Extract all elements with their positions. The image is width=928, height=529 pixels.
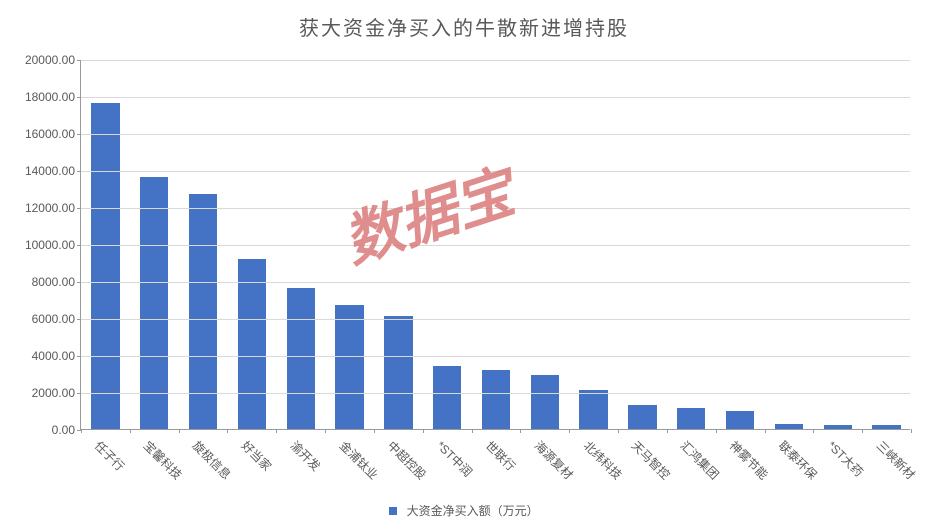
y-tick-label: 10000.00 (25, 238, 81, 252)
x-label: 天马智控 (628, 437, 674, 483)
x-label: 任子行 (91, 437, 128, 474)
bar (433, 366, 461, 429)
x-label: 中超控股 (384, 437, 430, 483)
x-tick-mark (325, 429, 326, 433)
grid-line (81, 171, 910, 172)
x-label: 世联行 (482, 437, 519, 474)
x-label: 北纬科技 (580, 437, 626, 483)
x-tick-mark (618, 429, 619, 433)
bar (628, 405, 656, 429)
x-tick-mark (81, 429, 82, 433)
bar (677, 408, 705, 429)
x-label: 神雾节能 (726, 437, 772, 483)
x-tick-mark (374, 429, 375, 433)
x-tick-mark (520, 429, 521, 433)
plot-area: 0.002000.004000.006000.008000.0010000.00… (80, 60, 910, 430)
bar (775, 424, 803, 429)
chart-title: 获大资金净买入的牛散新进增持股 (0, 12, 928, 41)
x-tick-mark (813, 429, 814, 433)
bar (91, 103, 119, 429)
legend-swatch (389, 507, 397, 515)
y-tick-label: 2000.00 (32, 386, 81, 400)
x-tick-mark (179, 429, 180, 433)
grid-line (81, 208, 910, 209)
x-label: *ST中润 (433, 437, 476, 480)
y-tick-label: 14000.00 (25, 164, 81, 178)
x-label: 宝馨科技 (140, 437, 186, 483)
x-tick-mark (276, 429, 277, 433)
y-tick-label: 16000.00 (25, 127, 81, 141)
x-tick-mark (716, 429, 717, 433)
bar (824, 425, 852, 429)
bar (287, 288, 315, 429)
grid-line (81, 134, 910, 135)
x-label: 三峡新材 (873, 437, 919, 483)
x-tick-mark (227, 429, 228, 433)
x-tick-mark (423, 429, 424, 433)
bar (482, 370, 510, 429)
x-label: *ST大药 (824, 437, 867, 480)
x-label: 金浦钛业 (335, 437, 381, 483)
bar (335, 305, 363, 429)
y-tick-label: 4000.00 (32, 349, 81, 363)
legend-label: 大资金净买入额（万元） (407, 504, 539, 518)
grid-line (81, 282, 910, 283)
x-label: 旋极信息 (189, 437, 235, 483)
bar (531, 375, 559, 429)
x-tick-mark (911, 429, 912, 433)
grid-line (81, 60, 910, 61)
legend: 大资金净买入额（万元） (0, 502, 928, 519)
x-tick-mark (765, 429, 766, 433)
bar (726, 411, 754, 430)
x-tick-mark (667, 429, 668, 433)
x-label: 联泰环保 (775, 437, 821, 483)
bar (384, 316, 412, 429)
x-label: 渝开发 (287, 437, 324, 474)
y-tick-label: 18000.00 (25, 90, 81, 104)
y-tick-label: 8000.00 (32, 275, 81, 289)
x-label: 汇鸿集团 (677, 437, 723, 483)
x-tick-mark (472, 429, 473, 433)
grid-line (81, 356, 910, 357)
bar (872, 425, 900, 429)
bar (238, 259, 266, 429)
x-label: 好当家 (238, 437, 275, 474)
x-tick-mark (569, 429, 570, 433)
bar (140, 177, 168, 429)
y-tick-label: 12000.00 (25, 201, 81, 215)
x-tick-mark (862, 429, 863, 433)
x-label: 海源复材 (531, 437, 577, 483)
grid-line (81, 97, 910, 98)
y-tick-label: 0.00 (52, 423, 81, 437)
grid-line (81, 245, 910, 246)
grid-line (81, 319, 910, 320)
y-tick-label: 6000.00 (32, 312, 81, 326)
y-tick-label: 20000.00 (25, 53, 81, 67)
grid-line (81, 393, 910, 394)
chart-container: 获大资金净买入的牛散新进增持股 0.002000.004000.006000.0… (0, 0, 928, 529)
bar (579, 390, 607, 429)
x-tick-mark (130, 429, 131, 433)
